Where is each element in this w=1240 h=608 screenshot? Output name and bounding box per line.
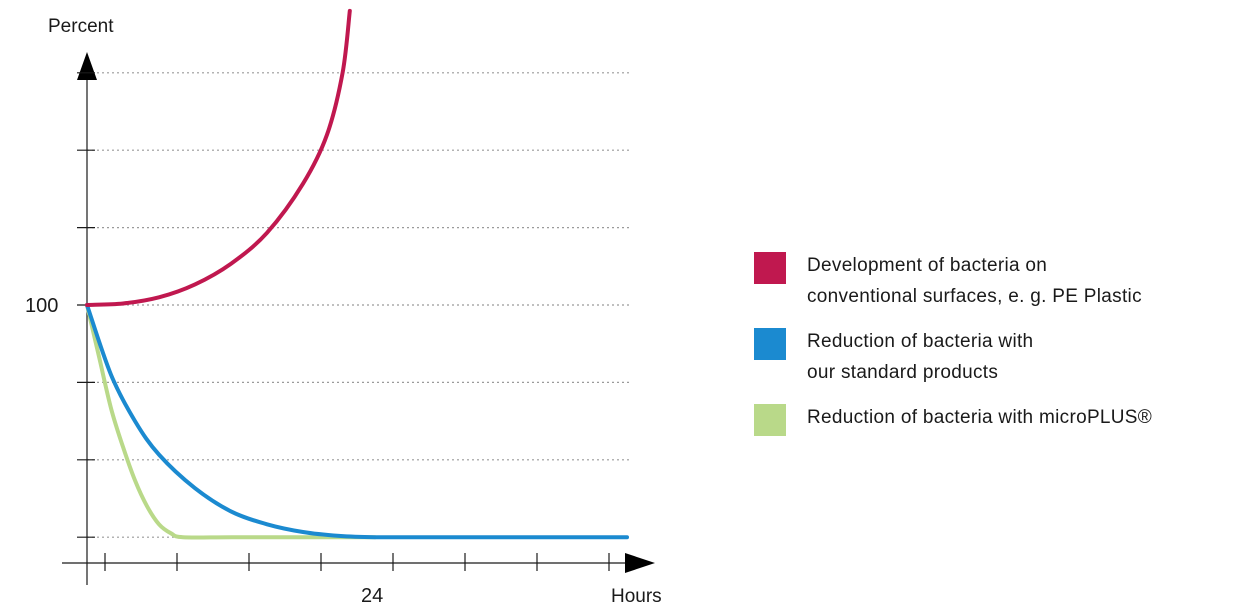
- legend-swatch-0: [754, 252, 786, 284]
- gridlines: [87, 72, 630, 538]
- y-tick-label-0: 100: [25, 295, 58, 317]
- y-axis-arrow: [77, 52, 97, 80]
- x-axis-title: Hours: [611, 586, 662, 607]
- y-axis-title: Percent: [48, 16, 114, 37]
- tick-labels: 100 24: [25, 295, 383, 607]
- x-tick-label-0: 24: [361, 585, 383, 607]
- axis-ticks: [77, 72, 610, 571]
- series-line-1: [85, 303, 629, 540]
- legend-swatch-2: [754, 404, 786, 436]
- legend-item-0: Development of bacteria on conventional s…: [754, 250, 1234, 312]
- series-line-0: [85, 8, 352, 307]
- legend-swatch-1: [754, 328, 786, 360]
- series-line-2: [85, 303, 377, 540]
- legend-label-line: Development of bacteria on: [807, 255, 1048, 276]
- legend-item-2: Reduction of bacteria with microPLUS®: [754, 402, 1234, 436]
- legend-label-0: Development of bacteria on conventional s…: [807, 250, 1234, 312]
- legend-label-1: Reduction of bacteria with our standard p…: [807, 326, 1234, 388]
- legend: Development of bacteria on conventional s…: [754, 250, 1234, 448]
- axes: [62, 52, 655, 585]
- series-lines: [85, 8, 629, 540]
- legend-label-line: Reduction of bacteria with microPLUS®: [807, 407, 1153, 428]
- legend-label-line: Reduction of bacteria with: [807, 331, 1034, 352]
- x-axis-arrow: [625, 553, 655, 573]
- legend-label-line: our standard products: [807, 362, 999, 383]
- legend-label-line: conventional surfaces, e. g. PE Plastic: [807, 286, 1142, 307]
- legend-item-1: Reduction of bacteria with our standard p…: [754, 326, 1234, 388]
- legend-label-2: Reduction of bacteria with microPLUS®: [807, 402, 1234, 433]
